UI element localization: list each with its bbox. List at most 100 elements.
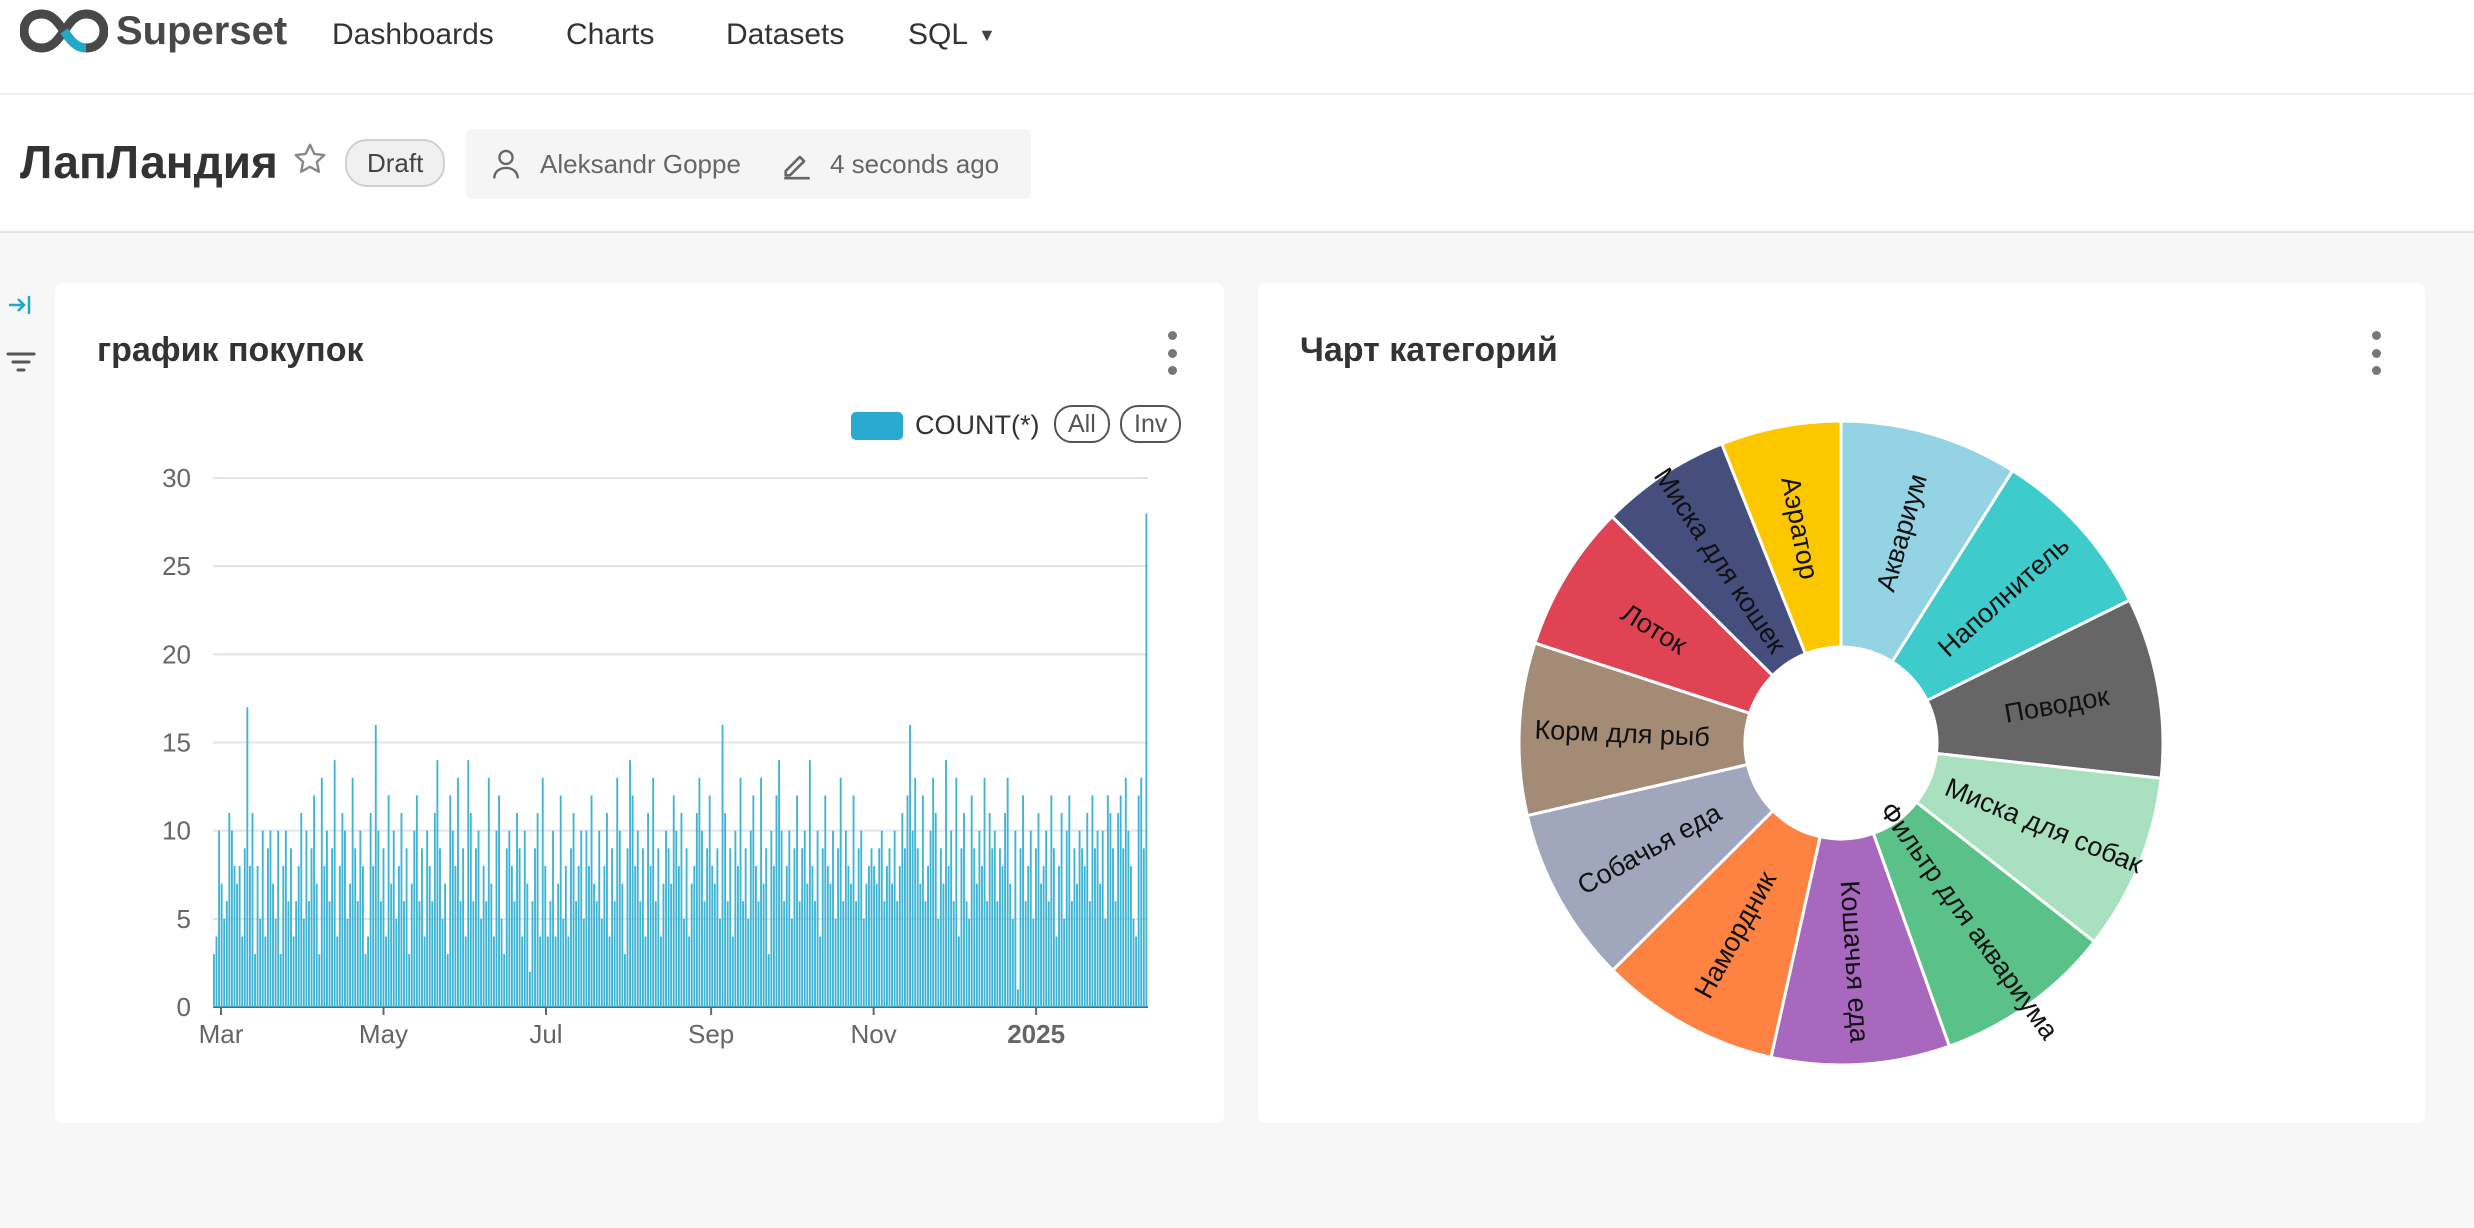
bar[interactable] bbox=[403, 901, 405, 1007]
bar[interactable] bbox=[495, 830, 498, 1007]
bar[interactable] bbox=[546, 936, 549, 1007]
bar[interactable] bbox=[498, 795, 500, 1007]
bar[interactable] bbox=[331, 848, 334, 1007]
bar[interactable] bbox=[444, 883, 447, 1007]
bar[interactable] bbox=[439, 848, 441, 1007]
bar[interactable] bbox=[459, 901, 462, 1007]
bar[interactable] bbox=[1096, 830, 1099, 1007]
bar[interactable] bbox=[865, 883, 868, 1007]
bar[interactable] bbox=[868, 865, 870, 1007]
bar[interactable] bbox=[600, 918, 603, 1007]
bar[interactable] bbox=[1037, 813, 1040, 1007]
bar[interactable] bbox=[947, 865, 950, 1007]
bar[interactable] bbox=[544, 865, 547, 1007]
bar[interactable] bbox=[829, 883, 832, 1007]
bar[interactable] bbox=[333, 760, 336, 1007]
bar[interactable] bbox=[1058, 865, 1060, 1007]
bar[interactable] bbox=[606, 813, 608, 1007]
expand-panel-icon[interactable] bbox=[6, 292, 34, 318]
bar[interactable] bbox=[385, 936, 387, 1007]
bar[interactable] bbox=[937, 918, 940, 1007]
bar[interactable] bbox=[811, 865, 814, 1007]
bar[interactable] bbox=[891, 883, 894, 1007]
bar[interactable] bbox=[372, 865, 375, 1007]
bar[interactable] bbox=[359, 830, 362, 1007]
bar[interactable] bbox=[793, 848, 796, 1007]
bar[interactable] bbox=[734, 830, 737, 1007]
bar[interactable] bbox=[1042, 865, 1045, 1007]
bar[interactable] bbox=[803, 830, 806, 1007]
bar[interactable] bbox=[832, 830, 834, 1007]
bar[interactable] bbox=[991, 848, 994, 1007]
bar[interactable] bbox=[572, 813, 575, 1007]
bar[interactable] bbox=[906, 795, 909, 1007]
bar[interactable] bbox=[351, 777, 354, 1007]
bar[interactable] bbox=[261, 830, 264, 1007]
nav-sql[interactable]: SQL ▼ bbox=[908, 18, 996, 52]
bar[interactable] bbox=[873, 865, 876, 1007]
bar[interactable] bbox=[282, 865, 285, 1007]
bar[interactable] bbox=[433, 813, 436, 1007]
bar[interactable] bbox=[1029, 830, 1032, 1007]
bar[interactable] bbox=[382, 848, 385, 1007]
bar[interactable] bbox=[374, 724, 377, 1007]
bar[interactable] bbox=[857, 848, 860, 1007]
bar[interactable] bbox=[993, 830, 996, 1007]
bar[interactable] bbox=[570, 848, 572, 1007]
bar[interactable] bbox=[377, 830, 380, 1007]
bar[interactable] bbox=[721, 724, 724, 1007]
bar[interactable] bbox=[1014, 830, 1017, 1007]
bar[interactable] bbox=[986, 901, 989, 1007]
bar[interactable] bbox=[554, 936, 557, 1007]
bar[interactable] bbox=[613, 901, 616, 1007]
bar[interactable] bbox=[541, 777, 544, 1007]
bar[interactable] bbox=[423, 936, 426, 1007]
bar[interactable] bbox=[341, 813, 344, 1007]
bar[interactable] bbox=[248, 865, 251, 1007]
bar[interactable] bbox=[526, 883, 529, 1007]
pie-slice[interactable] bbox=[1914, 751, 2163, 944]
bar[interactable] bbox=[701, 830, 703, 1007]
pie-slice[interactable] bbox=[1517, 641, 1752, 818]
bar[interactable] bbox=[1019, 848, 1022, 1007]
bar[interactable] bbox=[236, 883, 238, 1007]
bar[interactable] bbox=[942, 883, 945, 1007]
dashboard-title[interactable]: ЛапЛандия bbox=[20, 136, 278, 188]
bar[interactable] bbox=[356, 901, 359, 1007]
bar[interactable] bbox=[1052, 848, 1055, 1007]
bar[interactable] bbox=[662, 883, 665, 1007]
bar[interactable] bbox=[1070, 901, 1073, 1007]
bar[interactable] bbox=[978, 830, 981, 1007]
bar[interactable] bbox=[870, 848, 873, 1007]
bar[interactable] bbox=[408, 954, 411, 1007]
bar[interactable] bbox=[716, 848, 719, 1007]
bar[interactable] bbox=[310, 848, 313, 1007]
bar[interactable] bbox=[713, 883, 716, 1007]
bar[interactable] bbox=[983, 777, 986, 1007]
bar[interactable] bbox=[364, 954, 367, 1007]
bar[interactable] bbox=[415, 795, 418, 1007]
bar[interactable] bbox=[760, 777, 762, 1007]
bar[interactable] bbox=[1086, 813, 1089, 1007]
bar[interactable] bbox=[272, 883, 274, 1007]
bar[interactable] bbox=[878, 848, 881, 1007]
bar[interactable] bbox=[256, 865, 259, 1007]
bar[interactable] bbox=[1050, 795, 1053, 1007]
bar[interactable] bbox=[287, 901, 290, 1007]
bar[interactable] bbox=[441, 918, 444, 1007]
bar[interactable] bbox=[552, 830, 554, 1007]
bar[interactable] bbox=[346, 918, 349, 1007]
pie-slice[interactable] bbox=[1610, 808, 1822, 1060]
bar[interactable] bbox=[1011, 918, 1014, 1007]
bar[interactable] bbox=[243, 848, 246, 1007]
bar[interactable] bbox=[945, 760, 947, 1007]
bar[interactable] bbox=[274, 918, 277, 1007]
bar[interactable] bbox=[1032, 918, 1035, 1007]
bar[interactable] bbox=[467, 760, 470, 1007]
bar[interactable] bbox=[708, 795, 711, 1007]
bar[interactable] bbox=[1073, 848, 1076, 1007]
legend-item[interactable]: COUNT(*) bbox=[851, 410, 1039, 441]
bar[interactable] bbox=[557, 883, 560, 1007]
bar[interactable] bbox=[487, 777, 490, 1007]
bar[interactable] bbox=[300, 813, 303, 1007]
